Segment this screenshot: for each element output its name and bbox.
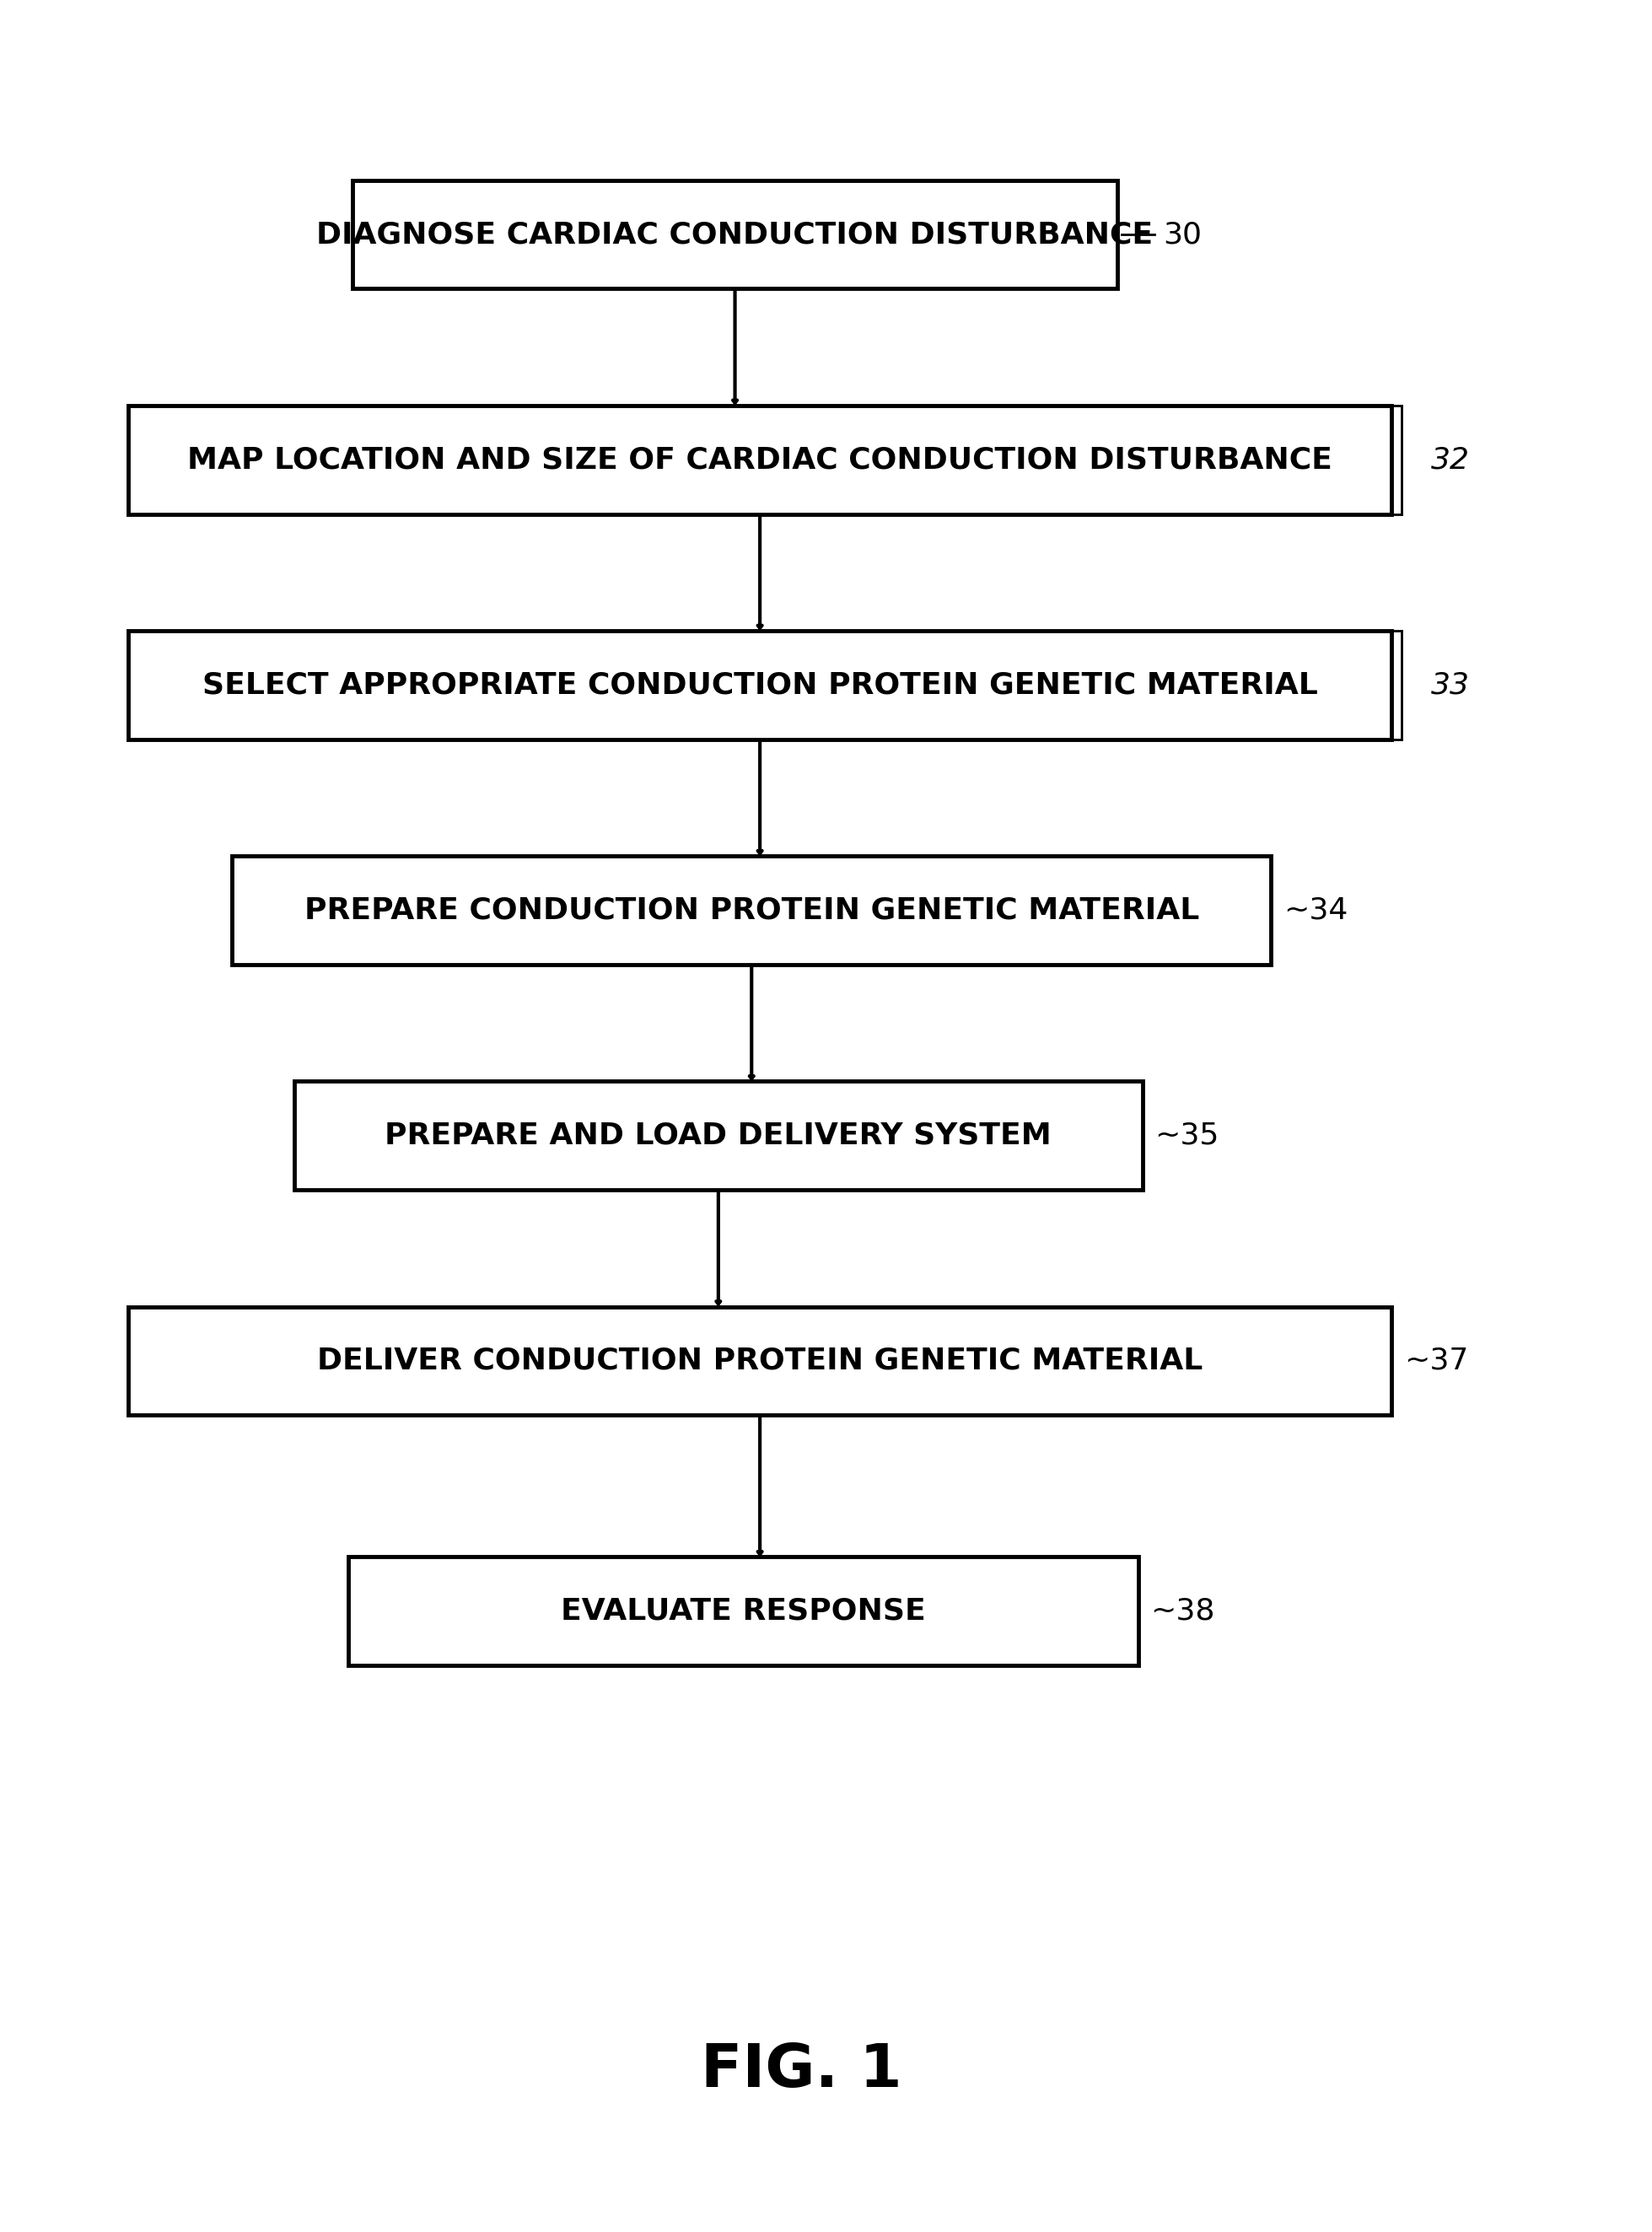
Text: DIAGNOSE CARDIAC CONDUCTION DISTURBANCE: DIAGNOSE CARDIAC CONDUCTION DISTURBANCE <box>317 221 1153 248</box>
Text: MAP LOCATION AND SIZE OF CARDIAC CONDUCTION DISTURBANCE: MAP LOCATION AND SIZE OF CARDIAC CONDUCT… <box>187 446 1333 473</box>
Bar <box>231 857 1270 964</box>
Bar <box>129 406 1391 513</box>
Text: 30: 30 <box>1163 221 1203 248</box>
Bar <box>352 181 1117 288</box>
Text: FIG. 1: FIG. 1 <box>700 2040 902 2098</box>
Text: ~34: ~34 <box>1284 895 1348 924</box>
Text: ~37: ~37 <box>1404 1346 1469 1375</box>
Text: 32: 32 <box>1431 446 1470 473</box>
Text: SELECT APPROPRIATE CONDUCTION PROTEIN GENETIC MATERIAL: SELECT APPROPRIATE CONDUCTION PROTEIN GE… <box>202 670 1318 699</box>
Text: PREPARE AND LOAD DELIVERY SYSTEM: PREPARE AND LOAD DELIVERY SYSTEM <box>385 1120 1052 1149</box>
Bar <box>349 1558 1138 1665</box>
Text: 33: 33 <box>1431 670 1470 699</box>
Text: EVALUATE RESPONSE: EVALUATE RESPONSE <box>560 1596 925 1625</box>
Bar <box>129 632 1391 739</box>
Bar <box>294 1080 1142 1190</box>
Text: ~35: ~35 <box>1155 1120 1219 1149</box>
Text: ~38: ~38 <box>1151 1596 1216 1625</box>
Bar <box>129 1306 1391 1415</box>
Text: PREPARE CONDUCTION PROTEIN GENETIC MATERIAL: PREPARE CONDUCTION PROTEIN GENETIC MATER… <box>304 895 1199 924</box>
Text: DELIVER CONDUCTION PROTEIN GENETIC MATERIAL: DELIVER CONDUCTION PROTEIN GENETIC MATER… <box>317 1346 1203 1375</box>
